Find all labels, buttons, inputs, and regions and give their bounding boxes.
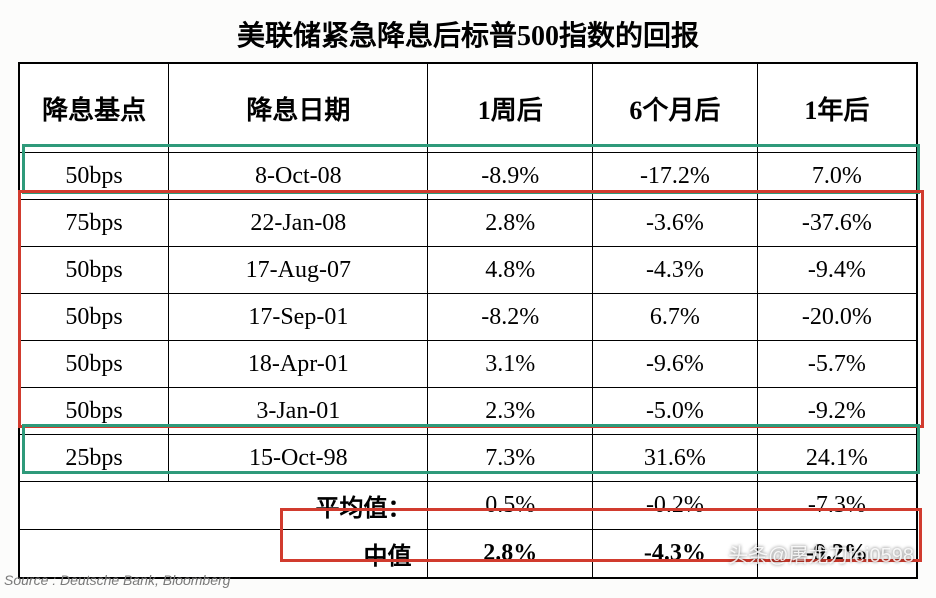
table-cell: 3.1% bbox=[428, 341, 593, 388]
table-cell: -5.7% bbox=[757, 341, 917, 388]
returns-table: 降息基点降息日期1周后6个月后1年后 50bps8-Oct-08-8.9%-17… bbox=[18, 62, 918, 579]
table-row: 50bps17-Aug-074.8%-4.3%-9.4% bbox=[19, 247, 917, 294]
table-cell: 7.0% bbox=[757, 153, 917, 200]
table-cell: -4.3% bbox=[593, 247, 758, 294]
table-cell: 2.8% bbox=[428, 200, 593, 247]
table-cell: 31.6% bbox=[593, 435, 758, 482]
column-header: 1周后 bbox=[428, 63, 593, 153]
summary-cell: -0.2% bbox=[593, 482, 758, 530]
summary-cell: 0.5% bbox=[428, 482, 593, 530]
column-header: 降息基点 bbox=[19, 63, 169, 153]
summary-label: 中值 bbox=[19, 530, 428, 579]
table-row: 50bps8-Oct-08-8.9%-17.2%7.0% bbox=[19, 153, 917, 200]
column-header: 降息日期 bbox=[169, 63, 428, 153]
table-cell: 2.3% bbox=[428, 388, 593, 435]
table-cell: -9.2% bbox=[757, 388, 917, 435]
table-cell: 15-Oct-98 bbox=[169, 435, 428, 482]
table-cell: -37.6% bbox=[757, 200, 917, 247]
summary-cell: 2.8% bbox=[428, 530, 593, 579]
table-cell: 50bps bbox=[19, 153, 169, 200]
table-cell: 50bps bbox=[19, 294, 169, 341]
table-title: 美联储紧急降息后标普500指数的回报 bbox=[0, 0, 936, 62]
table-row: 50bps3-Jan-012.3%-5.0%-9.2% bbox=[19, 388, 917, 435]
table-header-row: 降息基点降息日期1周后6个月后1年后 bbox=[19, 63, 917, 153]
summary-label: 平均值： bbox=[19, 482, 428, 530]
table-cell: 3-Jan-01 bbox=[169, 388, 428, 435]
summary-row: 平均值：0.5%-0.2%-7.3% bbox=[19, 482, 917, 530]
watermark: 头条@屠龙刀fei0598 bbox=[728, 539, 914, 568]
table-cell: -8.9% bbox=[428, 153, 593, 200]
table-cell: 4.8% bbox=[428, 247, 593, 294]
table-cell: 25bps bbox=[19, 435, 169, 482]
table-cell: 17-Sep-01 bbox=[169, 294, 428, 341]
table-cell: 24.1% bbox=[757, 435, 917, 482]
table-cell: -3.6% bbox=[593, 200, 758, 247]
table-cell: 50bps bbox=[19, 341, 169, 388]
table-cell: 18-Apr-01 bbox=[169, 341, 428, 388]
table-cell: -8.2% bbox=[428, 294, 593, 341]
table-cell: -9.4% bbox=[757, 247, 917, 294]
table-row: 50bps17-Sep-01-8.2%6.7%-20.0% bbox=[19, 294, 917, 341]
table-row: 75bps22-Jan-082.8%-3.6%-37.6% bbox=[19, 200, 917, 247]
table-row: 50bps18-Apr-013.1%-9.6%-5.7% bbox=[19, 341, 917, 388]
table-cell: 8-Oct-08 bbox=[169, 153, 428, 200]
table-cell: 17-Aug-07 bbox=[169, 247, 428, 294]
table-cell: 7.3% bbox=[428, 435, 593, 482]
table-cell: 50bps bbox=[19, 388, 169, 435]
table-cell: -20.0% bbox=[757, 294, 917, 341]
table-cell: -5.0% bbox=[593, 388, 758, 435]
column-header: 1年后 bbox=[757, 63, 917, 153]
source-attribution: Source : Deutsche Bank, Bloomberg bbox=[4, 572, 230, 588]
summary-cell: -7.3% bbox=[757, 482, 917, 530]
table-cell: 6.7% bbox=[593, 294, 758, 341]
table-cell: 50bps bbox=[19, 247, 169, 294]
table-cell: 22-Jan-08 bbox=[169, 200, 428, 247]
table-row: 25bps15-Oct-987.3%31.6%24.1% bbox=[19, 435, 917, 482]
table-cell: 75bps bbox=[19, 200, 169, 247]
column-header: 6个月后 bbox=[593, 63, 758, 153]
table-cell: -9.6% bbox=[593, 341, 758, 388]
table-cell: -17.2% bbox=[593, 153, 758, 200]
